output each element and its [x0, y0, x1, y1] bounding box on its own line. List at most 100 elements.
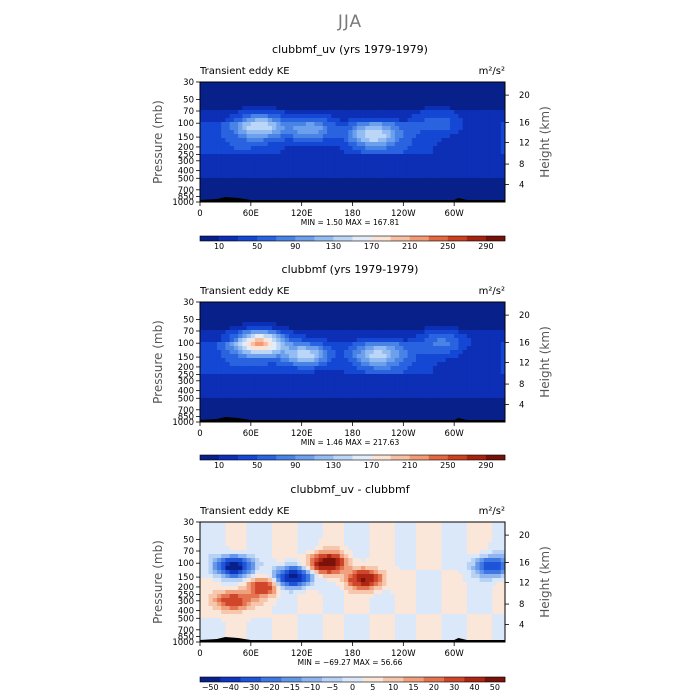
y-tick-label: 150 — [178, 133, 194, 143]
y-tick-label: 200 — [178, 363, 194, 373]
y-right-tick-label: 12 — [519, 579, 530, 589]
colorbar-swatch — [342, 677, 363, 682]
panel-units: m²/s² — [479, 66, 505, 77]
colorbar-swatch — [383, 677, 404, 682]
x-tick-label: 120E — [291, 429, 313, 439]
colorbar: −50 −40 −30 −20 −15 −10 −5 0 5 10 15 20 30 40 50 — [199, 676, 506, 692]
colorbar-label: 210 — [402, 461, 417, 470]
x-tick-label: 60W — [445, 649, 465, 659]
x-tick-label: 180 — [344, 429, 360, 439]
y-tick-label: 70 — [183, 107, 194, 117]
colorbar-swatch — [238, 455, 258, 460]
colorbar-label: 210 — [402, 242, 417, 251]
colorbar-swatch — [200, 677, 221, 682]
colorbar-swatch — [484, 677, 506, 682]
colorbar-swatch — [295, 455, 315, 460]
y-right-tick-label: 16 — [519, 339, 530, 349]
colorbar-label: 90 — [290, 242, 300, 251]
x-tick-label: 60E — [243, 209, 259, 219]
y-right-tick-label: 8 — [519, 600, 524, 610]
colorbar-label: −15 — [283, 683, 300, 692]
colorbar: 10 50 90 130 170 210 250 290 — [199, 235, 506, 251]
y-tick-label: 400 — [178, 607, 194, 617]
heatmap-field — [200, 522, 505, 642]
colorbar-swatch — [362, 677, 384, 682]
colorbar-frame — [199, 454, 506, 461]
colorbar-swatch — [301, 677, 323, 682]
colorbar-swatch — [333, 455, 353, 460]
colorbar-swatch — [333, 236, 353, 241]
colorbar-swatch — [464, 677, 485, 682]
panel-units: m²/s² — [479, 286, 505, 297]
y-tick-label: 850 — [178, 632, 194, 642]
y-tick-label: 700 — [178, 626, 194, 636]
colorbar-label: −30 — [242, 683, 259, 692]
y-tick-label: 500 — [178, 394, 194, 404]
colorbar-swatch — [409, 236, 430, 241]
panel-units: m²/s² — [479, 506, 505, 517]
x-tick-label: 120W — [391, 649, 416, 659]
colorbar-swatch — [466, 455, 487, 460]
topography — [200, 197, 505, 202]
y-tick-label: 500 — [178, 174, 194, 184]
colorbar-swatch — [447, 236, 468, 241]
colorbar-label: 50 — [252, 461, 262, 470]
colorbar-swatch — [322, 677, 343, 682]
colorbar-label: 170 — [364, 461, 379, 470]
y-right-tick-label: 4 — [519, 401, 524, 411]
colorbar-label: 50 — [490, 683, 500, 692]
colorbar-label: 130 — [326, 242, 341, 251]
y-tick-label: 400 — [178, 387, 194, 397]
colorbar-label: 250 — [440, 461, 455, 470]
colorbar-swatch — [403, 677, 424, 682]
colorbar-swatch — [423, 677, 445, 682]
y-right-tick-label: 20 — [519, 311, 530, 321]
y-tick-label: 200 — [178, 143, 194, 153]
colorbar-swatch — [261, 677, 282, 682]
colorbar-swatch — [219, 455, 239, 460]
colorbar-label: 10 — [214, 242, 224, 251]
min-max-stats: MIN = −69.27 MAX = 56.66 — [298, 658, 403, 667]
colorbar-swatch — [276, 455, 296, 460]
x-tick-label: 60E — [243, 429, 259, 439]
colorbar-swatch — [371, 455, 391, 460]
colorbar-frame — [199, 676, 506, 683]
colorbar-swatch — [428, 455, 449, 460]
colorbar-swatch — [371, 236, 391, 241]
colorbar-label: 250 — [440, 242, 455, 251]
colorbar-swatch — [390, 455, 410, 460]
x-tick-label: 120E — [291, 209, 313, 219]
y-right-tick-label: 12 — [519, 359, 530, 369]
chart-panel-1: clubbmf_uv (yrs 1979-1979) Transient eddy… — [151, 43, 552, 251]
panel-left-label: Transient eddy KE — [199, 286, 290, 297]
colorbar-label: −10 — [303, 683, 320, 692]
chart-panel-2: clubbmf (yrs 1979-1979) Transient eddy KE… — [151, 263, 552, 470]
y-tick-label: 30 — [183, 78, 194, 88]
colorbar-swatch — [220, 677, 241, 682]
panel-title: clubbmf_uv (yrs 1979-1979) — [272, 43, 428, 56]
y-tick-label: 150 — [178, 353, 194, 363]
colorbar-label: 20 — [429, 683, 439, 692]
colorbar-label: 0 — [350, 683, 355, 692]
y-tick-label: 250 — [178, 591, 194, 601]
colorbar-label: −20 — [263, 683, 280, 692]
colorbar-label: −5 — [326, 683, 338, 692]
y-tick-label: 1000 — [172, 198, 194, 208]
colorbar-label: 10 — [214, 461, 224, 470]
colorbar-label: 10 — [388, 683, 398, 692]
y-tick-label: 100 — [178, 339, 194, 349]
panel-left-label: Transient eddy KE — [199, 506, 290, 517]
panel-title: clubbmf (yrs 1979-1979) — [282, 263, 419, 276]
y-tick-label: 100 — [178, 119, 194, 129]
colorbar-label: 50 — [252, 242, 262, 251]
y-tick-label: 500 — [178, 614, 194, 624]
heatmap-field — [200, 82, 505, 202]
colorbar-swatch — [352, 455, 372, 460]
colorbar-label: 5 — [370, 683, 375, 692]
x-tick-label: 0 — [197, 429, 202, 439]
y-tick-label: 1000 — [172, 418, 194, 428]
colorbar-frame — [199, 235, 506, 242]
figure-title: JJA — [337, 12, 363, 32]
